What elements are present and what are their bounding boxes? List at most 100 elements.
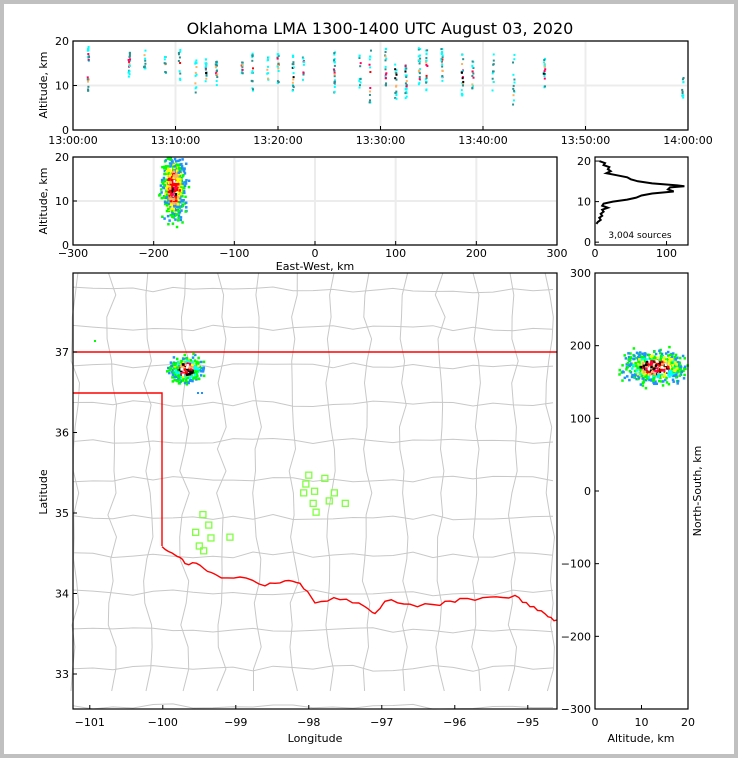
time-height-source [395, 92, 398, 95]
ew-source [160, 196, 164, 200]
ew-xlabel: East-West, km [276, 260, 354, 273]
ew-source [163, 186, 166, 190]
county-boundary [434, 272, 446, 692]
x-tick-label: 100 [385, 247, 406, 260]
ns-source [635, 364, 638, 368]
ew-source [178, 189, 181, 192]
ns-source [643, 356, 647, 360]
time-height-source [277, 54, 280, 57]
y-tick-label: 300 [570, 267, 591, 280]
time-height-source [682, 76, 685, 79]
ns-source [642, 370, 646, 373]
map-source [195, 376, 198, 380]
map-source [187, 376, 191, 379]
ew-source [178, 158, 182, 162]
map-source [195, 370, 199, 373]
map-source [195, 365, 198, 369]
time-height-source [512, 61, 515, 64]
map-source [199, 366, 203, 370]
ns-source [657, 375, 660, 379]
ns-source [636, 372, 640, 376]
ns-source [635, 372, 638, 376]
ew-source [166, 157, 170, 160]
ew-source [180, 209, 183, 212]
map-source [184, 360, 187, 364]
ew-source [174, 218, 177, 221]
time-height-source [369, 49, 372, 52]
map-source [191, 363, 194, 367]
station-marker [207, 534, 215, 542]
time-height-source [394, 91, 397, 94]
ew-source [177, 212, 180, 215]
ew-source [166, 188, 169, 191]
ns-source [647, 373, 651, 376]
time-height-source [418, 76, 421, 79]
ns-source [664, 358, 668, 361]
ns-source [644, 386, 648, 390]
time-height-source [87, 80, 90, 83]
ew-source [177, 201, 181, 205]
time-height-source [419, 48, 422, 51]
map-source [173, 375, 176, 379]
ns-source [658, 364, 661, 368]
time-height-source [251, 59, 254, 62]
ew-source [184, 162, 188, 166]
ns-source [668, 375, 671, 378]
y-tick-label: 37 [55, 346, 69, 359]
time-height-source [542, 71, 545, 74]
time-height-source [394, 77, 397, 80]
map-source [179, 380, 182, 383]
time-height-source [682, 94, 685, 97]
time-height-source [205, 74, 208, 77]
map-source [171, 362, 175, 365]
ns-source [670, 372, 673, 375]
ew-source [178, 211, 182, 214]
time-height-source [333, 83, 336, 86]
map-source [197, 361, 201, 364]
ns-source [653, 382, 656, 386]
x-tick-label: −300 [58, 247, 88, 260]
map-source [171, 373, 175, 377]
ns-source [659, 370, 662, 373]
time-height-source [302, 71, 305, 74]
time-height-source [292, 63, 295, 66]
map-source [184, 375, 188, 378]
ns-source [640, 355, 643, 359]
time-height-source [681, 88, 684, 91]
time-height-source [177, 51, 180, 54]
map-source [175, 375, 178, 379]
ns-source [679, 367, 682, 370]
time-height-source [462, 58, 465, 61]
y-tick-label: 200 [570, 340, 591, 353]
station-marker [300, 489, 308, 497]
ew-source [163, 179, 166, 182]
ew-source [166, 167, 170, 171]
y-tick-label: 35 [55, 507, 69, 520]
time-height-source [195, 73, 198, 76]
ns-source [637, 368, 640, 371]
red-river-border [161, 546, 558, 622]
time-height-source [385, 57, 388, 60]
ns-source [627, 364, 631, 367]
time-height-source [292, 61, 295, 64]
y-tick-label: 33 [55, 668, 69, 681]
time-height-source [205, 77, 208, 80]
time-height-source [204, 66, 207, 69]
time-height-source [194, 62, 197, 65]
ew-source [167, 172, 171, 175]
ns-source [671, 358, 674, 361]
time-height-source [513, 53, 516, 56]
time-height-source [460, 92, 463, 95]
time-height-source [241, 68, 244, 71]
ns-source [647, 353, 651, 357]
time-height-source [424, 60, 427, 63]
time-height-source [513, 78, 516, 81]
time-height-source [195, 62, 198, 65]
time-height-source [266, 68, 269, 71]
ew-source [174, 208, 178, 212]
time-height-source [178, 70, 181, 73]
map-source [180, 359, 183, 363]
ns-source [667, 382, 671, 386]
time-height-source [301, 78, 304, 81]
ns-source [676, 356, 679, 359]
